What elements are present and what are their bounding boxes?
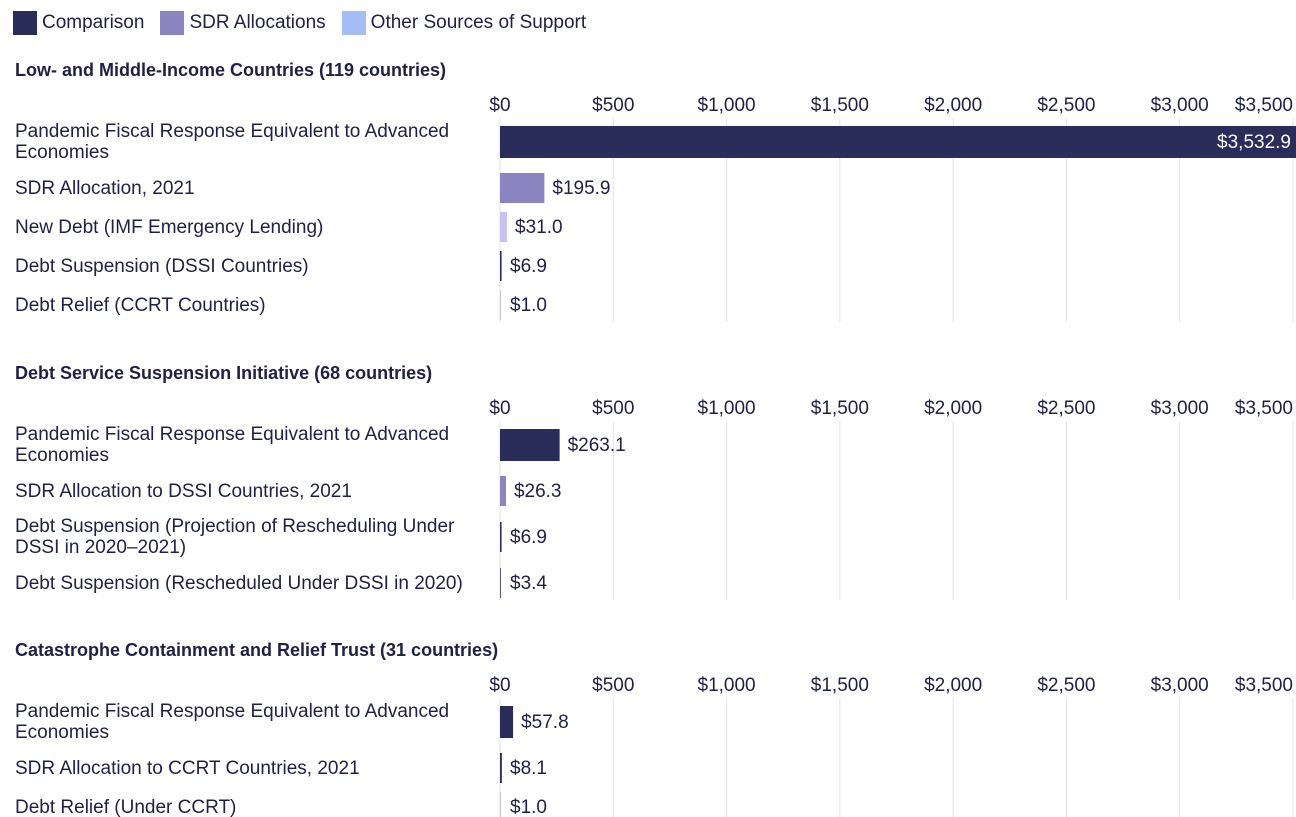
bar bbox=[500, 706, 514, 738]
x-tick-label: $1,000 bbox=[698, 675, 756, 696]
x-tick-label: $1,000 bbox=[698, 398, 756, 419]
value-label: $6.9 bbox=[510, 256, 547, 277]
x-tick-label: $1,500 bbox=[811, 675, 869, 696]
value-label: $3.4 bbox=[510, 573, 547, 594]
x-tick-label: $2,000 bbox=[924, 398, 982, 419]
bar bbox=[500, 212, 508, 242]
value-label: $1.0 bbox=[510, 295, 547, 316]
x-tick-label: $3,000 bbox=[1151, 95, 1209, 116]
category-label: Pandemic Fiscal Response Equivalent to A… bbox=[15, 424, 450, 466]
value-label: $31.0 bbox=[515, 217, 563, 238]
value-label: $8.1 bbox=[510, 758, 547, 779]
bar bbox=[500, 753, 502, 783]
bar bbox=[500, 476, 506, 506]
category-label: New Debt (IMF Emergency Lending) bbox=[15, 216, 324, 238]
x-tick-label: $1,000 bbox=[698, 95, 756, 116]
category-label: Debt Suspension (Rescheduled Under DSSI … bbox=[15, 572, 463, 594]
x-tick-label: $3,500 bbox=[1235, 675, 1293, 696]
legend-label: Comparison bbox=[42, 12, 145, 33]
x-tick-label: $3,500 bbox=[1235, 95, 1293, 116]
panel-title: Low- and Middle-Income Countries (119 co… bbox=[15, 60, 447, 80]
x-tick-label: $3,000 bbox=[1151, 398, 1209, 419]
bar bbox=[500, 251, 502, 281]
legend-label: SDR Allocations bbox=[189, 12, 326, 33]
value-label: $57.8 bbox=[521, 712, 569, 733]
value-label: $6.9 bbox=[510, 527, 547, 548]
legend-label: Other Sources of Support bbox=[370, 12, 587, 33]
legend-swatch bbox=[341, 11, 366, 35]
x-tick-label: $0 bbox=[489, 95, 510, 116]
category-label: Debt Relief (Under CCRT) bbox=[15, 796, 237, 817]
category-label: SDR Allocation to DSSI Countries, 2021 bbox=[15, 480, 352, 502]
x-tick-label: $500 bbox=[592, 95, 634, 116]
bar bbox=[500, 126, 1296, 158]
x-tick-label: $1,500 bbox=[811, 95, 869, 116]
x-tick-label: $3,000 bbox=[1151, 675, 1209, 696]
panel-title: Catastrophe Containment and Relief Trust… bbox=[15, 640, 499, 660]
x-tick-label: $2,500 bbox=[1037, 95, 1095, 116]
x-tick-label: $2,000 bbox=[924, 675, 982, 696]
legend-item: SDR Allocations bbox=[160, 11, 326, 35]
x-tick-label: $2,500 bbox=[1037, 398, 1095, 419]
value-label: $3,532.9 bbox=[1217, 132, 1291, 153]
bar bbox=[500, 568, 501, 598]
legend: Comparison SDR Allocations Other Sources o… bbox=[13, 11, 586, 35]
x-tick-label: $2,000 bbox=[924, 95, 982, 116]
x-tick-label: $500 bbox=[592, 675, 634, 696]
category-label: Pandemic Fiscal Response Equivalent to A… bbox=[15, 121, 450, 163]
legend-swatch bbox=[160, 11, 185, 35]
category-label: Debt Suspension (Projection of Reschedul… bbox=[15, 516, 455, 558]
x-tick-label: $3,500 bbox=[1235, 398, 1293, 419]
x-tick-label: $0 bbox=[489, 398, 510, 419]
x-tick-label: $2,500 bbox=[1037, 675, 1095, 696]
legend-item: Other Sources of Support bbox=[341, 11, 587, 35]
legend-item: Comparison bbox=[13, 11, 144, 35]
bar bbox=[500, 522, 502, 552]
x-tick-label: $1,500 bbox=[811, 398, 869, 419]
category-label: SDR Allocation to CCRT Countries, 2021 bbox=[15, 757, 360, 779]
category-label: Debt Relief (CCRT Countries) bbox=[15, 294, 266, 316]
category-label: SDR Allocation, 2021 bbox=[15, 177, 195, 199]
panel-title: Debt Service Suspension Initiative (68 c… bbox=[15, 363, 433, 383]
category-label: Debt Suspension (DSSI Countries) bbox=[15, 255, 309, 277]
category-label: Pandemic Fiscal Response Equivalent to A… bbox=[15, 701, 450, 743]
value-label: $263.1 bbox=[568, 435, 626, 456]
value-label: $195.9 bbox=[552, 178, 610, 199]
bar bbox=[500, 173, 545, 203]
x-tick-label: $0 bbox=[489, 675, 510, 696]
bar bbox=[500, 429, 560, 461]
value-label: $26.3 bbox=[514, 481, 562, 502]
x-tick-label: $500 bbox=[592, 398, 634, 419]
legend-swatch bbox=[13, 11, 37, 35]
value-label: $1.0 bbox=[510, 797, 547, 817]
